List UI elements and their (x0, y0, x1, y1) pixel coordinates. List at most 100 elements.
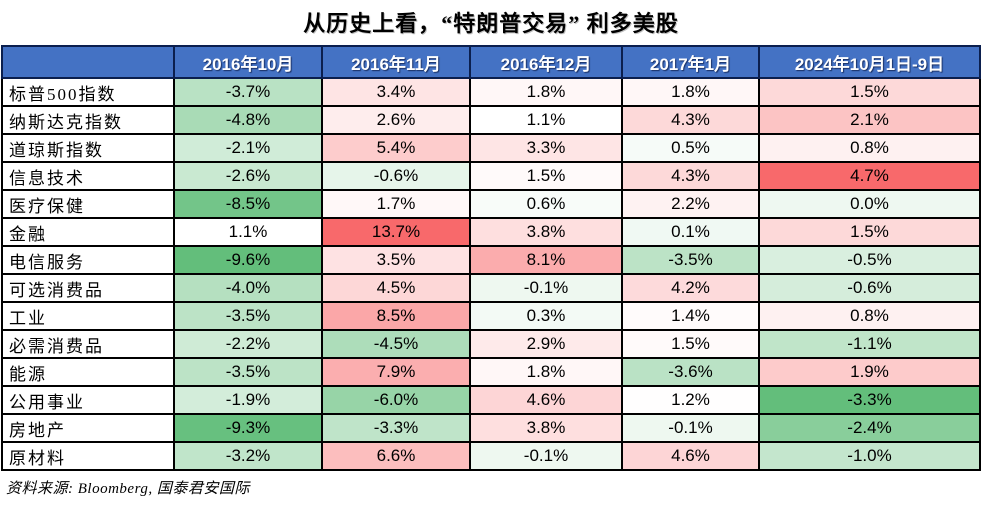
cell-value: -4.0% (173, 273, 323, 303)
cell-value: -0.1% (621, 413, 760, 443)
column-header: 2016年12月 (469, 45, 623, 79)
column-header: 2024年10月1日-9日 (758, 45, 981, 79)
row-label: 医疗保健 (1, 189, 175, 219)
row-label: 可选消费品 (1, 273, 175, 303)
cell-value: 8.1% (469, 245, 623, 275)
table-row: 金融 1.1% 13.7% 3.8% 0.1% 1.5% (1, 217, 981, 247)
table-row: 可选消费品 -4.0% 4.5% -0.1% 4.2% -0.6% (1, 273, 981, 303)
cell-value: -2.4% (758, 413, 981, 443)
cell-value: 1.2% (621, 385, 760, 415)
table-row: 能源 -3.5% 7.9% 1.8% -3.6% 1.9% (1, 357, 981, 387)
column-header: 2016年11月 (321, 45, 471, 79)
cell-value: -3.5% (173, 301, 323, 331)
cell-value: 3.3% (469, 133, 623, 163)
row-label: 公用事业 (1, 385, 175, 415)
table-row: 原材料 -3.2% 6.6% -0.1% 4.6% -1.0% (1, 441, 981, 471)
cell-value: -3.5% (621, 245, 760, 275)
cell-value: -2.1% (173, 133, 323, 163)
cell-value: -1.9% (173, 385, 323, 415)
cell-value: 2.6% (321, 105, 471, 135)
cell-value: 3.5% (321, 245, 471, 275)
cell-value: -2.6% (173, 161, 323, 191)
row-label: 电信服务 (1, 245, 175, 275)
corner-cell (1, 45, 175, 79)
cell-value: -4.5% (321, 329, 471, 359)
cell-value: 0.8% (758, 301, 981, 331)
table-row: 纳斯达克指数 -4.8% 2.6% 1.1% 4.3% 2.1% (1, 105, 981, 135)
cell-value: -3.3% (321, 413, 471, 443)
table-row: 标普500指数 -3.7% 3.4% 1.8% 1.8% 1.5% (1, 77, 981, 107)
cell-value: 0.5% (621, 133, 760, 163)
column-header: 2017年1月 (621, 45, 760, 79)
row-label: 信息技术 (1, 161, 175, 191)
row-label: 能源 (1, 357, 175, 387)
cell-value: 1.5% (758, 217, 981, 247)
cell-value: 1.8% (621, 77, 760, 107)
cell-value: 4.7% (758, 161, 981, 191)
cell-value: -3.7% (173, 77, 323, 107)
cell-value: 2.2% (621, 189, 760, 219)
cell-value: -6.0% (321, 385, 471, 415)
cell-value: 1.5% (469, 161, 623, 191)
cell-value: 1.9% (758, 357, 981, 387)
cell-value: 0.0% (758, 189, 981, 219)
table-row: 电信服务 -9.6% 3.5% 8.1% -3.5% -0.5% (1, 245, 981, 275)
table-row: 信息技术 -2.6% -0.6% 1.5% 4.3% 4.7% (1, 161, 981, 191)
cell-value: 2.1% (758, 105, 981, 135)
cell-value: 2.9% (469, 329, 623, 359)
cell-value: -0.6% (758, 273, 981, 303)
cell-value: 4.2% (621, 273, 760, 303)
cell-value: 0.3% (469, 301, 623, 331)
cell-value: 6.6% (321, 441, 471, 471)
row-label: 纳斯达克指数 (1, 105, 175, 135)
cell-value: -1.1% (758, 329, 981, 359)
cell-value: -4.8% (173, 105, 323, 135)
cell-value: -1.0% (758, 441, 981, 471)
row-label: 标普500指数 (1, 77, 175, 107)
cell-value: -2.2% (173, 329, 323, 359)
cell-value: -0.6% (321, 161, 471, 191)
cell-value: -3.5% (173, 357, 323, 387)
row-label: 房地产 (1, 413, 175, 443)
cell-value: -8.5% (173, 189, 323, 219)
cell-value: 4.6% (469, 385, 623, 415)
column-header: 2016年10月 (173, 45, 323, 79)
row-label: 道琼斯指数 (1, 133, 175, 163)
trump-trade-heatmap-table: 2016年10月 2016年11月 2016年12月 2017年1月 2024年10月1… (1, 45, 981, 471)
cell-value: 1.5% (758, 77, 981, 107)
cell-value: 4.3% (621, 105, 760, 135)
cell-value: -9.6% (173, 245, 323, 275)
cell-value: 4.3% (621, 161, 760, 191)
cell-value: -3.6% (621, 357, 760, 387)
cell-value: 8.5% (321, 301, 471, 331)
cell-value: 13.7% (321, 217, 471, 247)
row-label: 必需消费品 (1, 329, 175, 359)
cell-value: 4.6% (621, 441, 760, 471)
cell-value: -0.1% (469, 441, 623, 471)
cell-value: 1.8% (469, 77, 623, 107)
table-row: 房地产 -9.3% -3.3% 3.8% -0.1% -2.4% (1, 413, 981, 443)
cell-value: 3.8% (469, 413, 623, 443)
table-row: 道琼斯指数 -2.1% 5.4% 3.3% 0.5% 0.8% (1, 133, 981, 163)
cell-value: -9.3% (173, 413, 323, 443)
page-title: 从历史上看，“特朗普交易” 利多美股 (303, 11, 679, 36)
header-row: 2016年10月 2016年11月 2016年12月 2017年1月 2024年10月1… (1, 45, 981, 79)
table-row: 必需消费品 -2.2% -4.5% 2.9% 1.5% -1.1% (1, 329, 981, 359)
cell-value: -3.2% (173, 441, 323, 471)
cell-value: 1.4% (621, 301, 760, 331)
table-body: 标普500指数 -3.7% 3.4% 1.8% 1.8% 1.5% 纳斯达克指数 -4.8% 2… (1, 77, 981, 471)
cell-value: 3.4% (321, 77, 471, 107)
cell-value: 5.4% (321, 133, 471, 163)
row-label: 原材料 (1, 441, 175, 471)
cell-value: 1.1% (469, 105, 623, 135)
cell-value: 0.6% (469, 189, 623, 219)
cell-value: 0.8% (758, 133, 981, 163)
source-note: 资料来源: Bloomberg, 国泰君安国际 (6, 481, 250, 497)
report-figure: 从历史上看，“特朗普交易” 利多美股 2016年10月 2016年11月 2016年… (0, 6, 982, 498)
cell-value: 4.5% (321, 273, 471, 303)
cell-value: 3.8% (469, 217, 623, 247)
cell-value: -0.5% (758, 245, 981, 275)
cell-value: 1.8% (469, 357, 623, 387)
cell-value: 1.7% (321, 189, 471, 219)
cell-value: -0.1% (469, 273, 623, 303)
